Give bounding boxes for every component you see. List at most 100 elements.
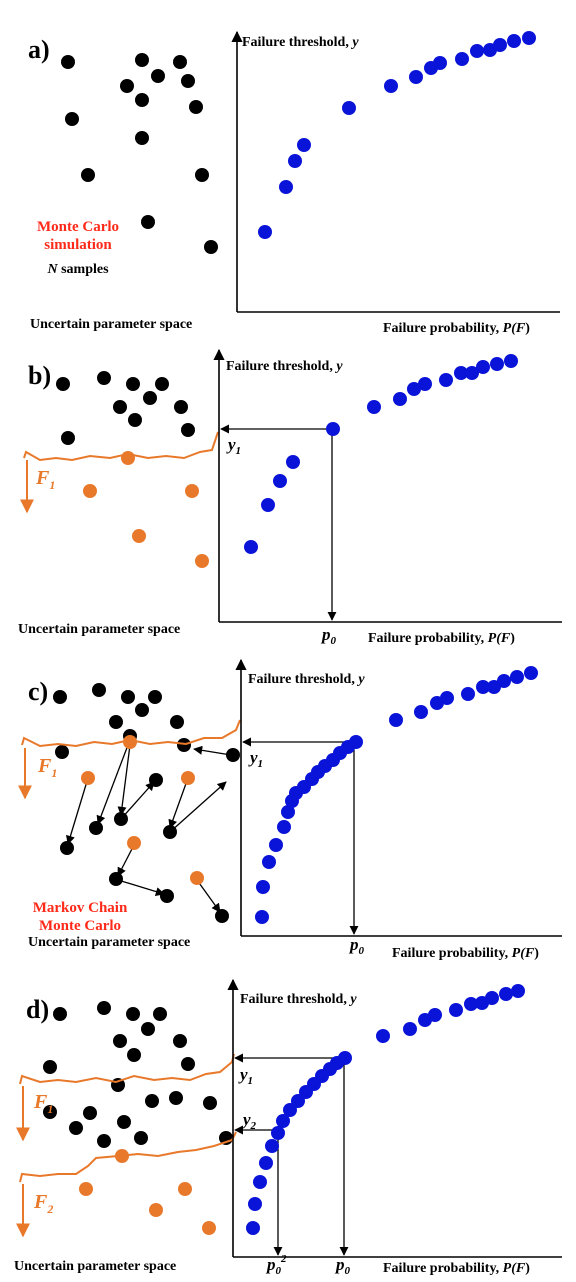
sample-point — [148, 690, 162, 704]
panel-b-parameter-space — [56, 371, 195, 445]
curve-point — [403, 1022, 417, 1036]
sample-point — [181, 423, 195, 437]
failure-sample — [115, 1149, 129, 1163]
curve-point — [428, 1008, 442, 1022]
sample-point — [121, 690, 135, 704]
sample-point — [53, 690, 67, 704]
failure-sample — [81, 771, 95, 785]
panel-c-space-label: Uncertain parameter space — [28, 935, 190, 950]
curve-point — [261, 498, 275, 512]
curve-point — [418, 377, 432, 391]
curve-point — [258, 225, 272, 239]
sample-point — [43, 1105, 57, 1119]
panel-d: d) F1 F2 — [14, 978, 562, 1277]
curve-point — [384, 79, 398, 93]
sample-point — [153, 1007, 167, 1021]
sample-point — [117, 1115, 131, 1129]
sample-point — [141, 1022, 155, 1036]
panel-d-region1-label: F1 — [33, 1091, 53, 1116]
panel-d-parameter-space — [43, 1001, 233, 1148]
mcmc-sample — [114, 812, 128, 826]
curve-point — [276, 1114, 290, 1128]
curve-point — [273, 474, 287, 488]
sample-point — [61, 55, 75, 69]
curve-point — [255, 910, 269, 924]
mcmc-sample — [226, 748, 240, 762]
mcmc-sample — [215, 909, 229, 923]
sample-point — [97, 1134, 111, 1148]
curve-point — [326, 422, 340, 436]
curve-point — [244, 540, 258, 554]
sample-point — [141, 215, 155, 229]
panel-d-threshold1-label: y1 — [238, 1065, 253, 1087]
panel-a-y-axis-label: Failure threshold, y — [242, 35, 359, 50]
sample-point — [43, 1060, 57, 1074]
panel-a-space-label: Uncertain parameter space — [30, 317, 192, 332]
failure-sample — [121, 451, 135, 465]
panel-b-failure-boundary — [23, 431, 219, 462]
sample-point — [135, 53, 149, 67]
sample-point — [155, 377, 169, 391]
panel-c: c) F1 — [18, 658, 562, 961]
curve-point — [433, 56, 447, 70]
sample-point — [97, 371, 111, 385]
curve-point — [277, 820, 291, 834]
panel-a-curve — [258, 31, 536, 239]
sample-point — [151, 69, 165, 83]
sample-point — [120, 79, 134, 93]
sample-point — [204, 240, 218, 254]
curve-point — [259, 1156, 273, 1170]
panel-d-curve — [246, 984, 525, 1235]
sample-point — [181, 1057, 195, 1071]
sample-point — [83, 1106, 97, 1120]
failure-sample — [83, 484, 97, 498]
failure-sample — [190, 871, 204, 885]
panel-d-region2-label: F2 — [33, 1191, 53, 1216]
curve-point — [476, 680, 490, 694]
curve-point — [464, 997, 478, 1011]
panel-d-space-label: Uncertain parameter space — [14, 1259, 176, 1274]
curve-point — [454, 366, 468, 380]
sample-point — [81, 168, 95, 182]
curve-point — [522, 31, 536, 45]
sample-point — [135, 93, 149, 107]
sample-point — [61, 431, 75, 445]
mcmc-sample — [163, 825, 177, 839]
mcmc-sample — [109, 872, 123, 886]
curve-point — [367, 400, 381, 414]
sample-point — [113, 400, 127, 414]
curve-point — [288, 154, 302, 168]
panel-a-method-line1: Monte Carlo — [37, 219, 119, 235]
curve-point — [389, 713, 403, 727]
curve-point — [524, 666, 538, 680]
failure-sample — [132, 529, 146, 543]
curve-point — [490, 357, 504, 371]
curve-point — [286, 455, 300, 469]
curve-point — [342, 101, 356, 115]
curve-point — [246, 1221, 260, 1235]
curve-point — [256, 880, 270, 894]
curve-point — [485, 991, 499, 1005]
panel-c-region-label: F1 — [37, 755, 57, 780]
sample-point — [181, 74, 195, 88]
panel-c-failure-samples — [81, 735, 204, 885]
failure-sample — [181, 771, 195, 785]
panel-d-label: d) — [26, 995, 49, 1024]
panel-c-x-axis-label: Failure probability, P(F) — [392, 946, 539, 961]
failure-sample — [127, 836, 141, 850]
panel-c-mcmc-samples — [60, 748, 240, 923]
curve-point — [269, 838, 283, 852]
sample-point — [113, 1034, 127, 1048]
failure-sample — [123, 735, 137, 749]
sample-point — [126, 377, 140, 391]
mcmc-sample — [149, 773, 163, 787]
panel-d-probability1-label: p0 — [334, 1255, 351, 1277]
sample-point — [203, 1096, 217, 1110]
panel-d-probability2-label: p02 — [265, 1253, 287, 1277]
curve-point — [449, 1003, 463, 1017]
sample-point — [126, 1007, 140, 1021]
sample-point — [134, 1131, 148, 1145]
panel-d-x-axis-label: Failure probability, P(F) — [383, 1261, 530, 1276]
failure-sample — [178, 1182, 192, 1196]
panel-b-label: b) — [28, 361, 51, 390]
